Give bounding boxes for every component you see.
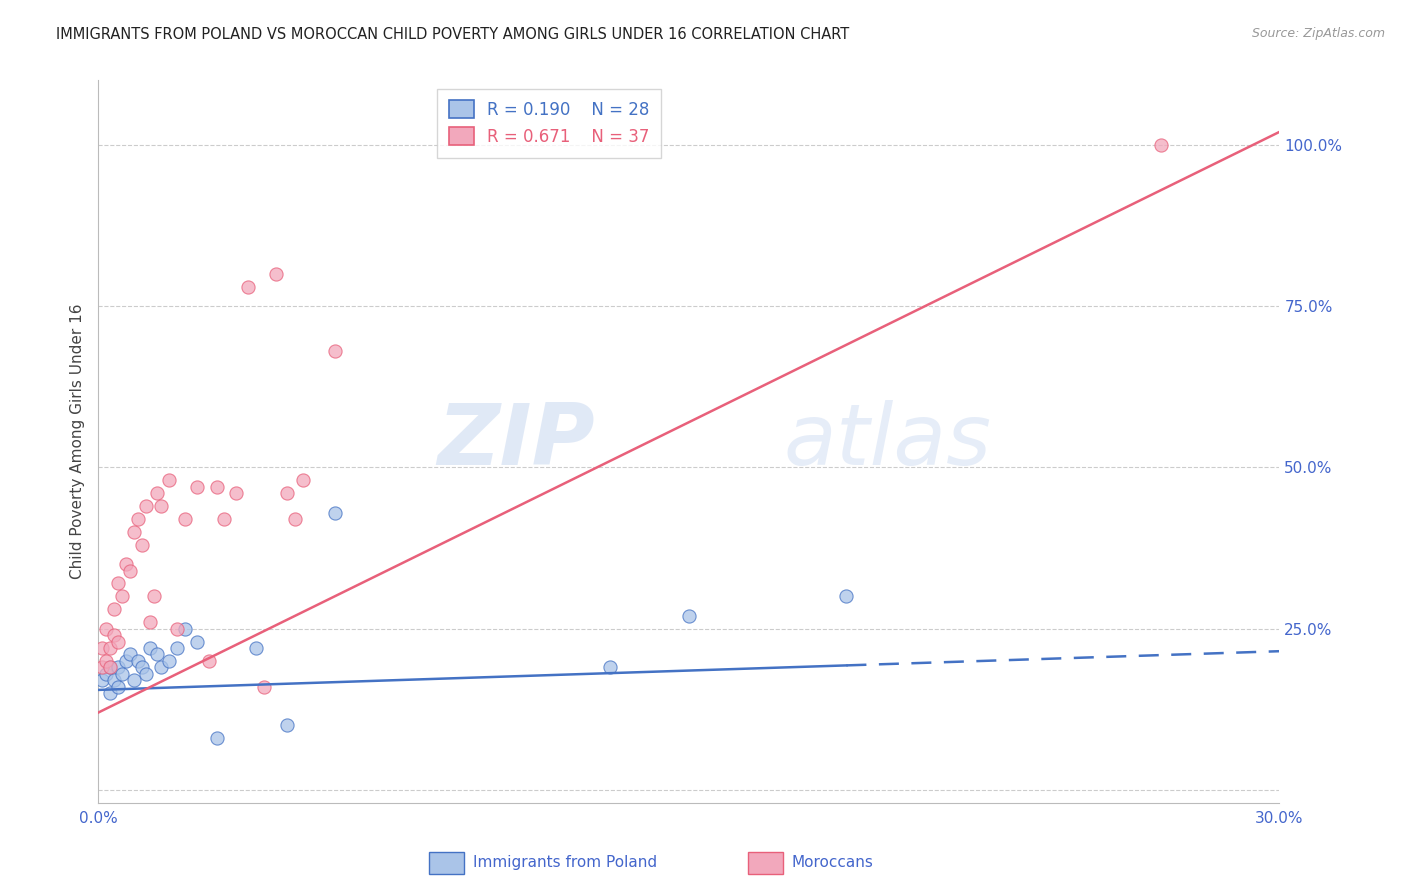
Point xyxy=(166,640,188,655)
Point xyxy=(122,524,145,539)
Point xyxy=(127,512,149,526)
Point xyxy=(253,680,276,694)
Point xyxy=(678,608,700,623)
Point xyxy=(96,666,118,681)
Point xyxy=(150,660,173,674)
Point xyxy=(276,486,298,500)
Text: atlas: atlas xyxy=(783,400,991,483)
Text: Immigrants from Poland: Immigrants from Poland xyxy=(472,855,657,870)
Text: Source: ZipAtlas.com: Source: ZipAtlas.com xyxy=(1251,27,1385,40)
Point xyxy=(205,480,228,494)
Point xyxy=(135,666,157,681)
Point xyxy=(197,654,219,668)
Point xyxy=(131,538,153,552)
Point xyxy=(146,648,169,662)
Point xyxy=(276,718,298,732)
Point xyxy=(91,673,114,688)
Point xyxy=(96,654,118,668)
Point xyxy=(91,660,114,674)
Point xyxy=(103,673,125,688)
Point xyxy=(174,622,197,636)
Point xyxy=(174,512,197,526)
Point xyxy=(214,512,236,526)
Point xyxy=(122,673,145,688)
Point xyxy=(135,499,157,513)
Point xyxy=(115,557,138,571)
Point xyxy=(292,473,315,487)
Point xyxy=(118,564,141,578)
Legend: R = 0.190    N = 28, R = 0.671    N = 37: R = 0.190 N = 28, R = 0.671 N = 37 xyxy=(437,88,661,158)
Point xyxy=(107,680,129,694)
Y-axis label: Child Poverty Among Girls Under 16: Child Poverty Among Girls Under 16 xyxy=(69,304,84,579)
Point xyxy=(96,622,118,636)
Point xyxy=(138,640,160,655)
Point xyxy=(103,628,125,642)
Point xyxy=(323,506,346,520)
Point xyxy=(98,660,121,674)
Point xyxy=(284,512,307,526)
Point xyxy=(166,622,188,636)
Point xyxy=(115,654,138,668)
Point xyxy=(107,634,129,648)
Point xyxy=(103,602,125,616)
Point xyxy=(111,666,134,681)
Point xyxy=(150,499,173,513)
Point xyxy=(205,731,228,746)
Point xyxy=(599,660,621,674)
Point xyxy=(98,640,121,655)
Point xyxy=(142,590,165,604)
Point xyxy=(225,486,247,500)
Point xyxy=(107,576,129,591)
Point xyxy=(186,634,208,648)
Point xyxy=(127,654,149,668)
Text: ZIP: ZIP xyxy=(437,400,595,483)
Point xyxy=(157,654,180,668)
Point xyxy=(107,660,129,674)
Point xyxy=(91,640,114,655)
Point xyxy=(98,686,121,700)
Point xyxy=(264,267,287,281)
Point xyxy=(138,615,160,630)
Point xyxy=(1150,137,1173,152)
Text: IMMIGRANTS FROM POLAND VS MOROCCAN CHILD POVERTY AMONG GIRLS UNDER 16 CORRELATIO: IMMIGRANTS FROM POLAND VS MOROCCAN CHILD… xyxy=(56,27,849,42)
Point xyxy=(157,473,180,487)
Point xyxy=(236,279,259,293)
Point xyxy=(323,344,346,359)
Point xyxy=(245,640,267,655)
Text: Moroccans: Moroccans xyxy=(792,855,873,870)
Point xyxy=(186,480,208,494)
Point xyxy=(111,590,134,604)
Point xyxy=(146,486,169,500)
Point xyxy=(118,648,141,662)
Point xyxy=(98,660,121,674)
Point xyxy=(131,660,153,674)
Point xyxy=(835,590,858,604)
